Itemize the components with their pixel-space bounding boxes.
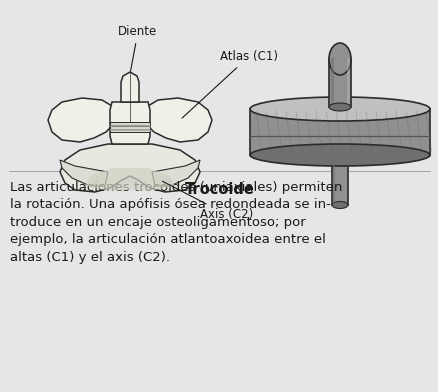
Polygon shape (328, 59, 350, 107)
Text: Las articulaciones trocoides (uniaxiales) permiten
la rotación. Una apófisis óse: Las articulaciones trocoides (uniaxiales… (10, 181, 342, 264)
Ellipse shape (328, 103, 350, 111)
Ellipse shape (249, 97, 429, 121)
Polygon shape (48, 98, 112, 142)
Ellipse shape (331, 201, 347, 209)
Polygon shape (60, 160, 108, 186)
Polygon shape (148, 98, 212, 142)
Ellipse shape (328, 43, 350, 75)
Text: Trocoide: Trocoide (184, 182, 254, 197)
Polygon shape (249, 109, 429, 155)
Polygon shape (331, 163, 347, 205)
Polygon shape (85, 168, 175, 191)
Text: Axis (C2): Axis (C2) (162, 181, 253, 221)
Polygon shape (110, 102, 150, 144)
Polygon shape (110, 122, 150, 132)
Text: Diente: Diente (118, 25, 157, 71)
Polygon shape (121, 72, 139, 102)
Polygon shape (152, 160, 200, 186)
Ellipse shape (249, 144, 429, 166)
Polygon shape (60, 144, 200, 192)
Text: Atlas (C1): Atlas (C1) (182, 50, 277, 118)
